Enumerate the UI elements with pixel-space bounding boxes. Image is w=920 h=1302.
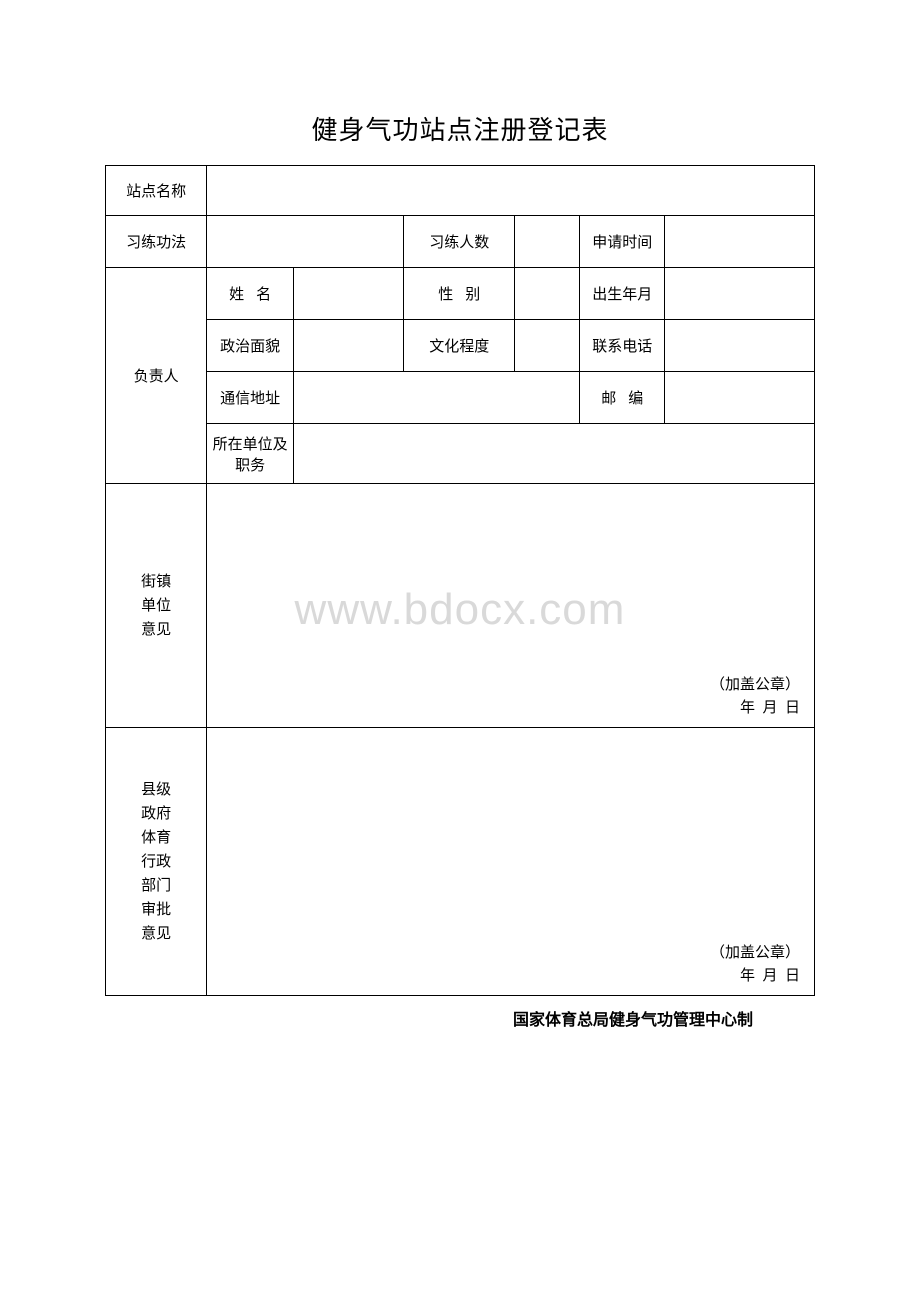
value-practice-method[interactable]: [207, 216, 404, 268]
value-site-name[interactable]: [207, 166, 815, 216]
label-political: 政治面貌: [207, 320, 293, 372]
label-site-name: 站点名称: [106, 166, 207, 216]
label-unit-position: 所在单位及职务: [207, 424, 293, 484]
page-title: 健身气功站点注册登记表: [105, 110, 815, 147]
label-practice-method: 习练功法: [106, 216, 207, 268]
label-education: 文化程度: [404, 320, 515, 372]
value-name[interactable]: [293, 268, 404, 320]
value-phone[interactable]: [665, 320, 815, 372]
label-town-opinion: 街镇 单位 意见: [106, 484, 207, 728]
label-practice-count: 习练人数: [404, 216, 515, 268]
value-county-opinion[interactable]: （加盖公章） 年 月 日: [207, 728, 815, 996]
value-postcode[interactable]: [665, 372, 815, 424]
label-address: 通信地址: [207, 372, 293, 424]
label-postcode: 邮编: [580, 372, 665, 424]
value-practice-count[interactable]: [515, 216, 580, 268]
label-phone: 联系电话: [580, 320, 665, 372]
label-name: 姓名: [207, 268, 293, 320]
footer-text: 国家体育总局健身气功管理中心制: [105, 1006, 815, 1030]
label-county-opinion: 县级 政府 体育 行政 部门 审批 意见: [106, 728, 207, 996]
value-gender[interactable]: [515, 268, 580, 320]
label-apply-time: 申请时间: [580, 216, 665, 268]
value-birth[interactable]: [665, 268, 815, 320]
value-apply-time[interactable]: [665, 216, 815, 268]
stamp-text-1: （加盖公章） 年 月 日: [217, 674, 800, 719]
value-political[interactable]: [293, 320, 404, 372]
value-town-opinion[interactable]: （加盖公章） 年 月 日: [207, 484, 815, 728]
value-education[interactable]: [515, 320, 580, 372]
label-gender: 性别: [404, 268, 515, 320]
label-birth: 出生年月: [580, 268, 665, 320]
value-unit-position[interactable]: [293, 424, 814, 484]
stamp-text-2: （加盖公章） 年 月 日: [217, 942, 800, 987]
label-person-in-charge: 负责人: [106, 268, 207, 484]
value-address[interactable]: [293, 372, 579, 424]
registration-table: 站点名称 习练功法 习练人数 申请时间 负责人 姓名 性别 出生年月 政治面貌 …: [105, 165, 815, 996]
